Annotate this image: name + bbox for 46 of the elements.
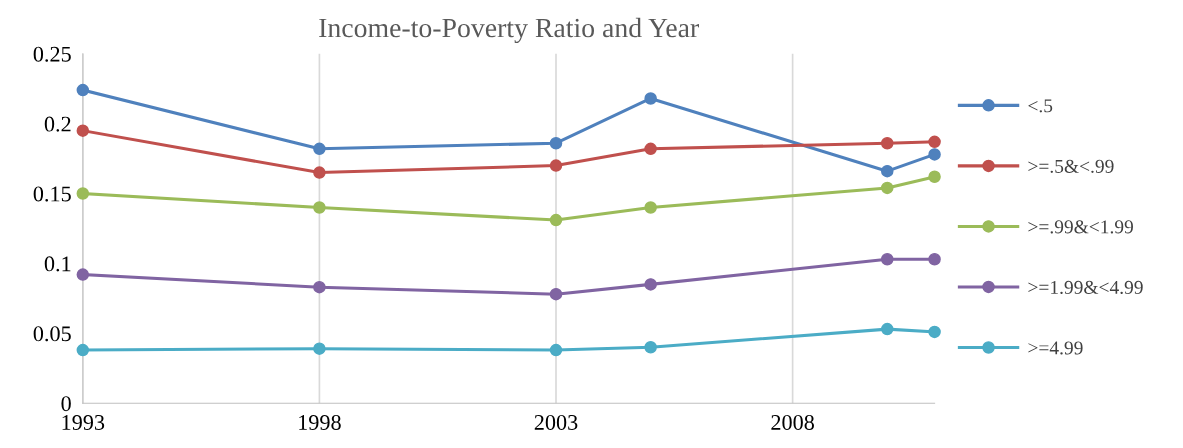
point [880,136,894,150]
point [313,201,326,214]
legend-label: >=.99&<1.99 [1028,220,1133,234]
point [76,83,90,97]
point [549,136,563,150]
point [644,278,657,291]
point [880,252,894,266]
chart-title: Income-to-Poverty Ratio and Year [319,17,699,44]
point [880,322,894,336]
legend-label: <.5 [1028,99,1053,113]
y-tick-label: 0 [61,396,71,412]
y-tick-label: 0.2 [44,116,71,132]
point [313,342,326,355]
point [928,252,941,266]
legend-label: >=1.99&<4.99 [1028,280,1143,295]
point [313,142,326,156]
x-tick-label: 1993 [62,415,105,430]
x-tick-label: 1998 [299,414,341,430]
point [76,343,90,357]
x-tick-label: 2003 [534,414,578,430]
point [549,287,563,301]
y-tick-label: 0.15 [33,186,71,202]
point [644,92,657,105]
point [313,280,326,294]
y-tick-label: 0.1 [44,256,71,272]
point [313,166,326,179]
x-tick-label: 2008 [771,414,814,430]
point [928,325,941,339]
point [644,142,657,156]
legend-label: >=4.99 [1028,341,1083,355]
y-tick-label: 0.25 [33,46,71,62]
point [880,181,894,195]
point [928,170,941,184]
point [549,343,563,357]
point [928,135,941,149]
point [644,341,657,354]
point [928,148,941,161]
point [549,213,563,227]
point [76,124,90,137]
point [76,268,90,281]
y-tick-label: 0.05 [33,326,71,342]
point [76,187,90,200]
point [549,159,563,172]
point [644,201,657,214]
legend-label: >=.5&<.99 [1028,159,1114,173]
point [880,164,894,178]
